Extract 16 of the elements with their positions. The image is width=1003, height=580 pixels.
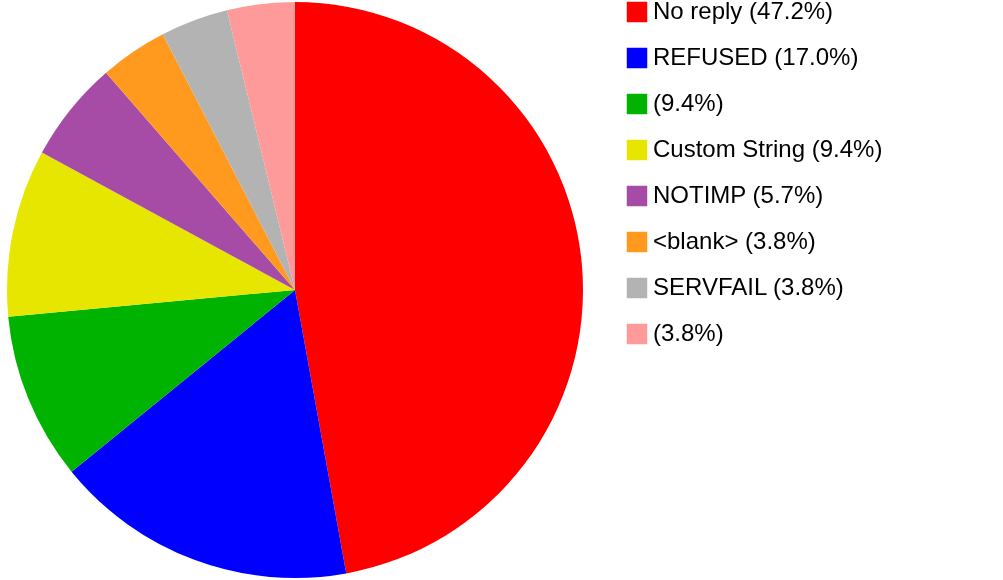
pie-slice [8, 290, 295, 472]
legend-label: REFUSED (17.0%) [653, 43, 859, 70]
legend-label: <blank> (3.8%) [653, 227, 816, 254]
legend-label: Custom String (9.4%) [653, 135, 883, 162]
pie-slice [106, 34, 295, 290]
pie-slice [41, 72, 295, 290]
pie-slice [295, 2, 583, 574]
pie-slice [71, 290, 347, 578]
legend-label: NOTIMP (5.7%) [653, 181, 824, 208]
legend-label: SERVFAIL (3.8%) [653, 273, 844, 300]
pie-slice [7, 152, 295, 317]
pie-slice [226, 2, 295, 290]
pie-slice [162, 10, 295, 290]
legend-label: No reply (47.2%) [653, 0, 834, 24]
legend-label: (9.4%) [653, 89, 724, 116]
legend-label: (3.8%) [653, 319, 724, 346]
